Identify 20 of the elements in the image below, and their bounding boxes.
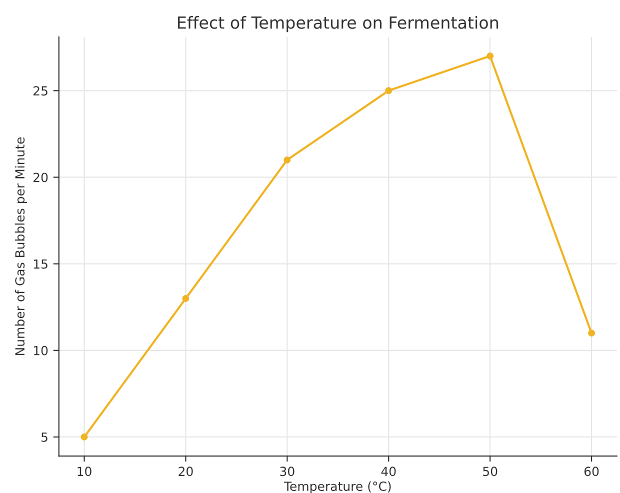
y-tick-label: 5 (41, 432, 48, 442)
x-axis-title: Temperature (°C) (284, 481, 391, 493)
x-tick-label: 30 (280, 466, 294, 476)
y-tick-label: 15 (34, 259, 48, 269)
point (182, 294, 190, 302)
chart-title: Effect of Temperature on Fermentation (178, 16, 498, 32)
point (385, 87, 392, 94)
y-tick-label: 10 (34, 346, 48, 356)
y-tick-label: 20 (33, 172, 48, 182)
point (486, 52, 494, 60)
x-tick-label: 50 (483, 466, 498, 476)
point (284, 156, 291, 164)
point (588, 330, 596, 337)
y-tick-label: 25 (33, 86, 48, 96)
x-tick-label: 10 (78, 466, 92, 476)
x-tick-label: 40 (381, 466, 396, 476)
x-tick-label: 60 (584, 466, 599, 476)
point (80, 434, 88, 440)
x-tick-label: 20 (178, 466, 193, 476)
y-axis-title: Number of Gas Bubbles per Minute (14, 137, 28, 356)
